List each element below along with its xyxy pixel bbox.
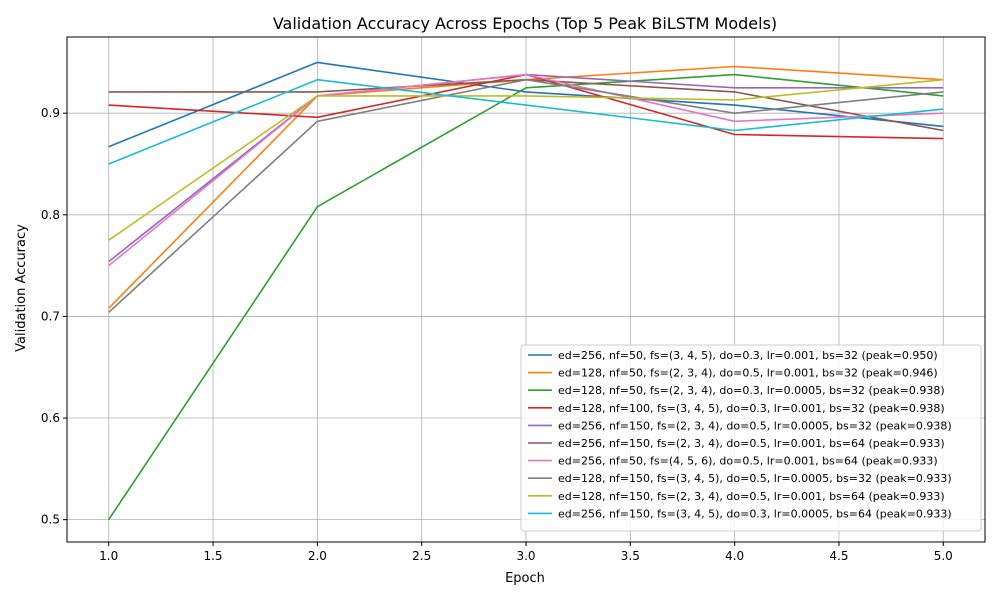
series-line-8 [108,78,944,313]
y-tick-label: 0.9 [41,106,60,120]
y-tick-label: 0.8 [41,208,60,222]
chart-title: Validation Accuracy Across Epochs (Top 5… [273,14,777,33]
legend-entry: ed=128, nf=150, fs=(2, 3, 4), do=0.5, lr… [558,490,945,503]
x-tick-label: 2.5 [412,549,431,563]
legend-entry: ed=128, nf=100, fs=(3, 4, 5), do=0.3, lr… [558,402,945,415]
y-tick-label: 0.6 [41,411,60,425]
legend: ed=256, nf=50, fs=(3, 4, 5), do=0.3, lr=… [520,344,982,532]
series-line-10 [108,78,944,165]
legend-box [520,344,982,532]
legend-entry: ed=256, nf=50, fs=(3, 4, 5), do=0.3, lr=… [558,349,938,362]
x-tick-label: 3.5 [621,549,640,563]
series-line-1 [108,61,944,148]
legend-entry: ed=256, nf=50, fs=(4, 5, 6), do=0.5, lr=… [558,455,938,468]
series-line-7 [108,73,944,267]
x-tick-label: 2.0 [308,549,327,563]
x-axis-label: Epoch [505,571,545,586]
legend-entry: ed=256, nf=150, fs=(2, 3, 4), do=0.5, lr… [558,437,945,450]
y-axis: 0.5 0.6 0.7 0.8 0.9 [41,106,67,527]
x-tick-label: 5.0 [934,549,953,563]
series-line-3 [108,73,944,521]
series-line-9 [108,78,944,241]
legend-entry: ed=128, nf=150, fs=(3, 4, 5), do=0.5, lr… [558,472,952,485]
y-axis-label: Validation Accuracy [14,224,29,352]
legend-entry: ed=128, nf=50, fs=(2, 3, 4), do=0.3, lr=… [558,384,945,397]
y-tick-label: 0.7 [41,309,60,323]
legend-entry: ed=256, nf=150, fs=(3, 4, 5), do=0.3, lr… [558,507,952,520]
x-axis: 1.0 1.5 2.0 2.5 3.0 3.5 4.0 4.5 5.0 [99,542,953,563]
x-tick-label: 1.5 [203,549,222,563]
x-tick-label: 3.0 [516,549,535,563]
x-tick-label: 4.0 [725,549,744,563]
legend-entry: ed=128, nf=50, fs=(2, 3, 4), do=0.5, lr=… [558,367,938,380]
x-tick-label: 1.0 [99,549,118,563]
x-tick-label: 4.5 [829,549,848,563]
series-lines [108,61,944,521]
legend-entry: ed=256, nf=150, fs=(2, 3, 4), do=0.5, lr… [558,419,952,432]
y-tick-label: 0.5 [41,513,60,527]
